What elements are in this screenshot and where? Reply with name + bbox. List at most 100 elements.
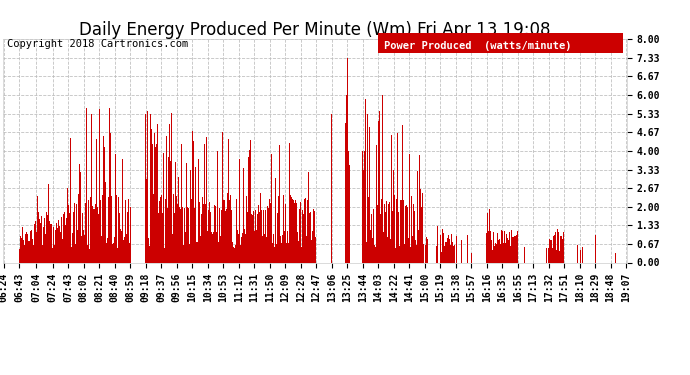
- Bar: [550, 240, 551, 262]
- Bar: [236, 199, 237, 262]
- Bar: [553, 236, 554, 262]
- Bar: [225, 211, 226, 262]
- Bar: [486, 233, 487, 262]
- Bar: [407, 207, 408, 262]
- Bar: [273, 234, 274, 262]
- Bar: [244, 229, 245, 262]
- Bar: [71, 248, 72, 262]
- Bar: [180, 209, 181, 262]
- Bar: [440, 235, 441, 262]
- Bar: [237, 139, 238, 262]
- Bar: [42, 245, 43, 262]
- Bar: [368, 197, 369, 262]
- Bar: [75, 244, 76, 262]
- Bar: [144, 188, 146, 262]
- Bar: [20, 236, 21, 262]
- Bar: [402, 124, 403, 262]
- Bar: [497, 247, 498, 262]
- Bar: [264, 234, 265, 262]
- Bar: [193, 141, 195, 262]
- Text: Copyright 2018 Cartronics.com: Copyright 2018 Cartronics.com: [7, 39, 188, 49]
- Bar: [232, 242, 233, 262]
- Bar: [447, 238, 448, 262]
- Bar: [308, 172, 309, 262]
- Bar: [26, 232, 27, 262]
- Bar: [426, 239, 428, 262]
- Bar: [456, 236, 457, 262]
- Bar: [157, 210, 159, 262]
- Bar: [218, 242, 219, 262]
- Bar: [80, 172, 81, 262]
- Bar: [500, 244, 501, 262]
- Bar: [388, 204, 389, 262]
- Bar: [115, 154, 116, 262]
- Bar: [392, 117, 393, 262]
- Bar: [419, 200, 420, 262]
- Bar: [209, 202, 210, 262]
- Bar: [513, 237, 514, 262]
- Bar: [390, 239, 391, 262]
- Bar: [496, 244, 497, 262]
- Bar: [492, 250, 493, 262]
- Bar: [448, 239, 450, 262]
- Bar: [397, 133, 398, 262]
- Bar: [41, 216, 42, 262]
- Bar: [190, 170, 191, 262]
- Bar: [234, 248, 235, 262]
- Bar: [349, 165, 350, 262]
- Bar: [413, 204, 414, 262]
- Bar: [95, 204, 96, 262]
- Bar: [247, 212, 248, 262]
- Bar: [165, 199, 166, 262]
- Bar: [376, 145, 377, 262]
- Bar: [315, 237, 316, 262]
- Bar: [241, 243, 242, 262]
- Bar: [420, 189, 421, 262]
- Bar: [200, 236, 201, 262]
- Bar: [103, 136, 104, 262]
- Bar: [204, 144, 205, 262]
- Bar: [312, 231, 313, 262]
- Bar: [251, 214, 252, 262]
- Bar: [386, 201, 387, 262]
- Bar: [384, 204, 385, 262]
- Bar: [243, 168, 244, 262]
- Bar: [303, 214, 304, 262]
- Bar: [94, 210, 95, 262]
- Bar: [437, 226, 438, 262]
- Bar: [161, 154, 162, 262]
- Bar: [77, 230, 78, 262]
- Bar: [211, 232, 213, 262]
- Bar: [501, 230, 502, 262]
- Bar: [363, 170, 364, 262]
- Bar: [311, 240, 312, 262]
- Bar: [297, 232, 298, 262]
- Bar: [562, 239, 563, 262]
- Bar: [441, 240, 442, 262]
- Bar: [291, 197, 292, 262]
- Bar: [29, 241, 30, 262]
- Bar: [151, 129, 152, 262]
- Bar: [443, 233, 444, 262]
- Bar: [65, 246, 66, 262]
- Bar: [395, 248, 396, 262]
- Bar: [37, 196, 38, 262]
- Bar: [399, 246, 400, 262]
- Bar: [36, 232, 37, 262]
- Bar: [468, 236, 469, 262]
- Bar: [147, 111, 148, 262]
- Bar: [84, 235, 85, 262]
- Bar: [346, 95, 347, 262]
- Bar: [116, 195, 117, 262]
- Bar: [391, 135, 392, 262]
- Bar: [400, 200, 401, 262]
- Bar: [223, 200, 224, 262]
- Bar: [515, 242, 516, 262]
- Bar: [421, 207, 422, 262]
- Bar: [516, 235, 518, 262]
- Bar: [452, 242, 453, 262]
- Bar: [511, 251, 513, 262]
- Bar: [78, 162, 79, 262]
- Bar: [45, 234, 46, 262]
- Bar: [411, 196, 412, 262]
